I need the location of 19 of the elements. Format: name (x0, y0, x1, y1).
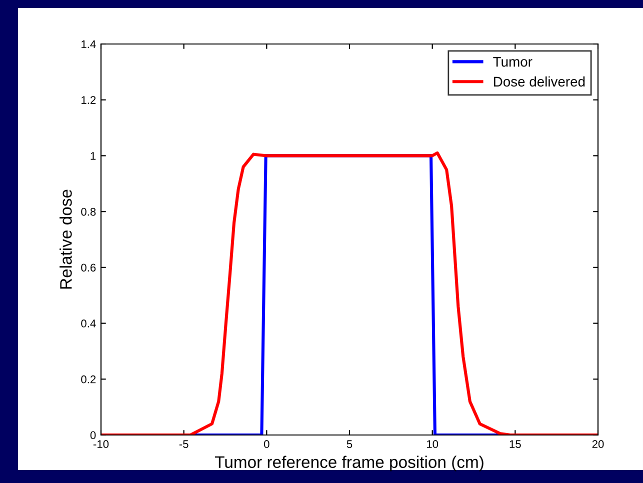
x-axis-title: Tumor reference frame position (cm) (214, 456, 484, 472)
legend-label: Dose delivered (494, 76, 585, 87)
y-axis-title: Relative dose (60, 190, 72, 289)
y-tick-label: 0.4 (81, 320, 96, 328)
x-tick-label: 20 (592, 440, 604, 448)
x-tick-label: 15 (510, 440, 521, 448)
y-tick-label: 0.6 (81, 264, 96, 272)
x-tick-label: 10 (427, 440, 438, 448)
y-tick-label: 0.8 (81, 208, 96, 216)
y-tick-label: 1.2 (82, 96, 96, 104)
x-tick-label: 0 (264, 440, 270, 448)
y-tick-label: 1.4 (82, 40, 96, 48)
y-tick-label: 0 (90, 431, 96, 440)
y-tick-label: 1 (90, 152, 96, 160)
x-tick-label: -10 (93, 440, 109, 448)
legend-label: Tumor (493, 57, 532, 67)
x-tick-label: -5 (179, 440, 188, 448)
y-tick-label: 0.2 (81, 375, 96, 384)
x-tick-label: 5 (346, 440, 352, 448)
